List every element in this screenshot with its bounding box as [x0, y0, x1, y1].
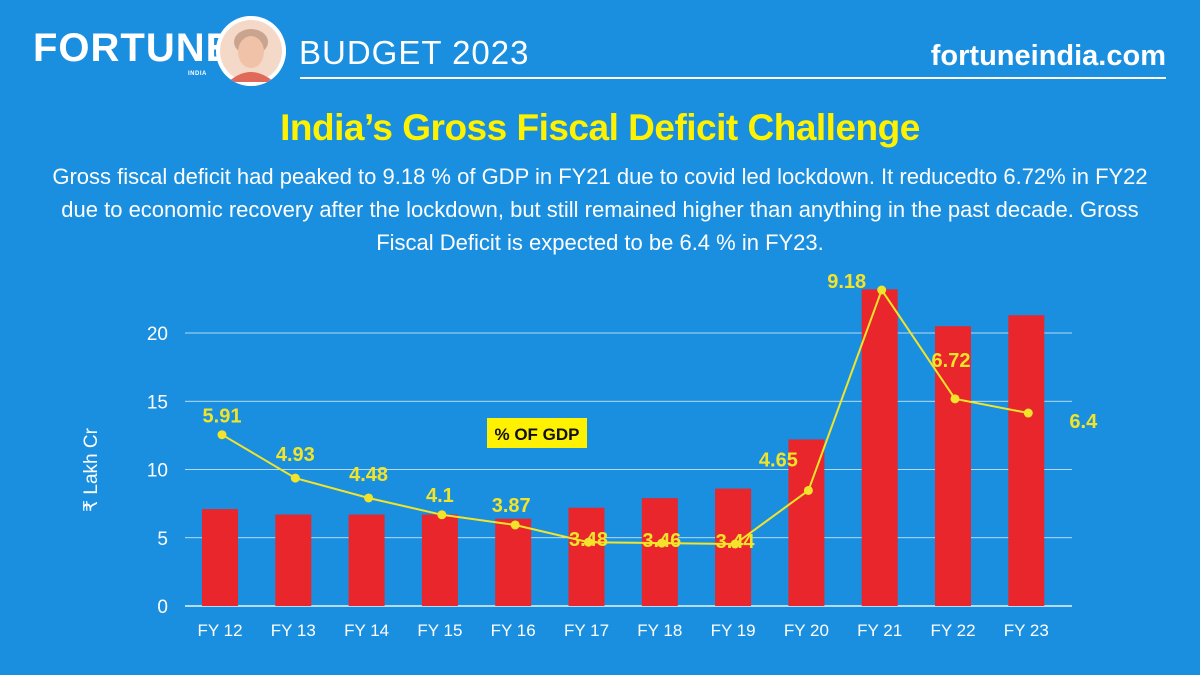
x-tick-label: FY 17 [564, 621, 609, 640]
y-tick-label: 20 [147, 324, 168, 345]
gdp-point [437, 510, 447, 520]
bar [421, 514, 458, 606]
legend-label: % OF GDP [494, 425, 579, 444]
header-divider [300, 77, 1166, 79]
chart-title: India’s Gross Fiscal Deficit Challenge [280, 107, 920, 148]
data-label: 3.87 [492, 495, 531, 517]
bar [348, 514, 385, 606]
y-tick-label: 15 [147, 392, 168, 413]
bar [935, 326, 971, 606]
data-label: 3.44 [716, 531, 756, 553]
x-tick-label: FY 23 [1004, 621, 1049, 640]
data-label: 6.72 [932, 350, 971, 372]
data-label: 6.4 [1069, 411, 1098, 433]
y-tick-label: 5 [157, 529, 168, 550]
data-label: 3.48 [569, 529, 608, 551]
gdp-point [950, 394, 960, 404]
data-label: 4.1 [426, 485, 454, 507]
x-tick-label: FY 18 [637, 621, 682, 640]
bar [1008, 315, 1045, 606]
bar [495, 518, 532, 606]
gdp-point [730, 539, 740, 549]
y-tick-label: 0 [157, 597, 168, 618]
x-tick-label: FY 22 [930, 621, 975, 640]
chart-subtitle: Gross fiscal deficit had peaked to 9.18 … [52, 164, 1148, 255]
bar [202, 509, 238, 606]
gdp-point [364, 493, 374, 503]
portrait-image [216, 16, 286, 86]
data-label: 4.48 [349, 464, 388, 486]
gdp-point [877, 285, 887, 295]
data-label: 3.46 [642, 530, 681, 552]
data-label: 4.93 [276, 444, 315, 466]
gdp-point [217, 430, 227, 440]
site-url: fortuneindia.com [930, 40, 1166, 72]
bar [788, 439, 825, 606]
gdp-point [290, 473, 300, 483]
x-tick-label: FY 20 [784, 621, 829, 640]
x-tick-label: FY 13 [271, 621, 316, 640]
gdp-line [221, 287, 1029, 546]
gdp-point [584, 537, 593, 547]
brand-sub: INDIA [188, 71, 207, 77]
bar [275, 514, 312, 606]
brand-logo: FORTUNE [33, 26, 234, 70]
data-label: 4.65 [759, 449, 798, 471]
gdp-point [803, 485, 813, 495]
data-label: 5.91 [203, 406, 242, 428]
bar [568, 507, 605, 606]
x-tick-label: FY 14 [344, 621, 389, 640]
gdp-point [1023, 408, 1033, 418]
data-label: 9.18 [827, 271, 866, 293]
gdp-point [510, 520, 520, 530]
bar [861, 289, 898, 606]
x-tick-label: FY 16 [491, 621, 536, 640]
x-tick-label: FY 19 [711, 621, 756, 640]
bar [641, 498, 678, 606]
gdp-point [657, 538, 667, 548]
x-tick-label: FY 21 [857, 621, 902, 640]
x-tick-label: FY 15 [417, 621, 462, 640]
legend-box [487, 418, 587, 448]
section-label: BUDGET 2023 [299, 34, 530, 71]
y-tick-label: 10 [147, 461, 168, 482]
x-tick-label: FY 12 [197, 621, 242, 640]
header: FORTUNE INDIA BUDGET 2023 fortuneindia.c… [0, 0, 1200, 100]
y-axis-label: ₹ Lakh Cr [81, 427, 102, 512]
